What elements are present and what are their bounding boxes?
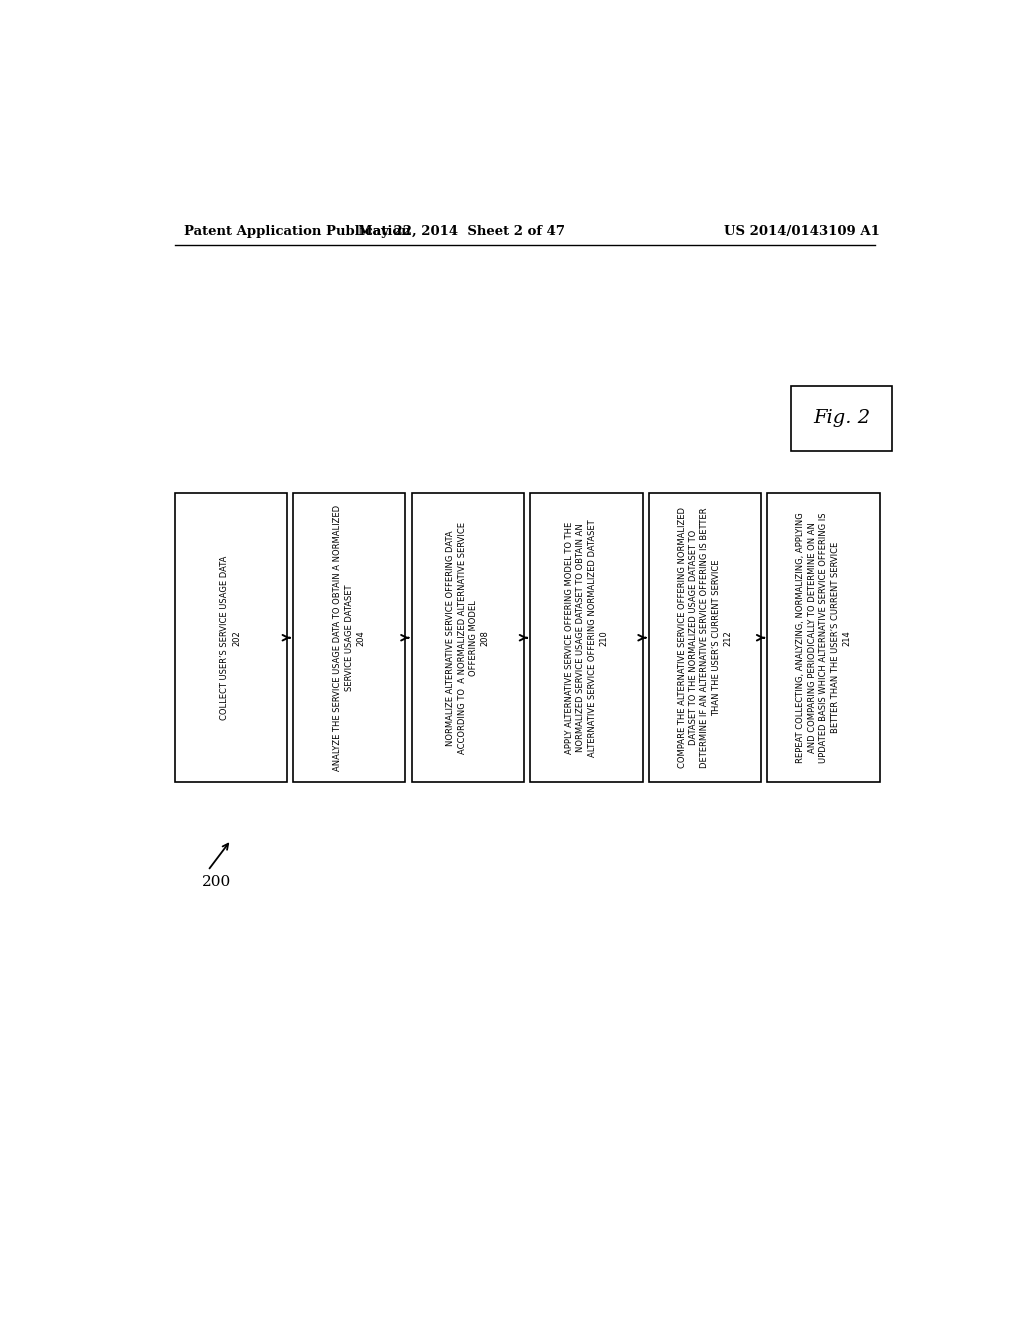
Bar <box>530 494 643 781</box>
Text: COLLECT USER’S SERVICE USAGE DATA
202: COLLECT USER’S SERVICE USAGE DATA 202 <box>220 556 241 719</box>
Bar <box>412 494 524 781</box>
Text: US 2014/0143109 A1: US 2014/0143109 A1 <box>724 224 881 238</box>
Bar <box>792 385 892 451</box>
Text: APPLY ALTERNATIVE SERVICE OFFERING MODEL TO THE
NORMALIZED SERVICE USAGE DATASET: APPLY ALTERNATIVE SERVICE OFFERING MODEL… <box>565 519 608 756</box>
Text: ANALYZE THE SERVICE USAGE DATA TO OBTAIN A NORMALIZED
SERVICE USAGE DATASET
204: ANALYZE THE SERVICE USAGE DATA TO OBTAIN… <box>334 504 366 771</box>
Text: NORMALIZE ALTERNATIVE SERVICE OFFERING DATA
ACCORDING TO  A NORMALIZED ALTERNATI: NORMALIZE ALTERNATIVE SERVICE OFFERING D… <box>446 521 489 754</box>
Text: REPEAT COLLECTING, ANALYZING, NORMALIZING, APPLYING
AND COMPARING PERIODICALLY T: REPEAT COLLECTING, ANALYZING, NORMALIZIN… <box>797 512 851 763</box>
Text: 200: 200 <box>202 875 230 890</box>
Text: Fig. 2: Fig. 2 <box>813 409 870 428</box>
Text: COMPARE THE ALTERNATIVE SERVICE OFFERING NORMALIZED
DATASET TO THE NORMALIZED US: COMPARE THE ALTERNATIVE SERVICE OFFERING… <box>678 507 732 768</box>
Bar <box>293 494 406 781</box>
Text: May 22, 2014  Sheet 2 of 47: May 22, 2014 Sheet 2 of 47 <box>357 224 565 238</box>
Text: Patent Application Publication: Patent Application Publication <box>183 224 411 238</box>
Bar <box>767 494 880 781</box>
Bar <box>649 494 761 781</box>
Bar <box>174 494 287 781</box>
